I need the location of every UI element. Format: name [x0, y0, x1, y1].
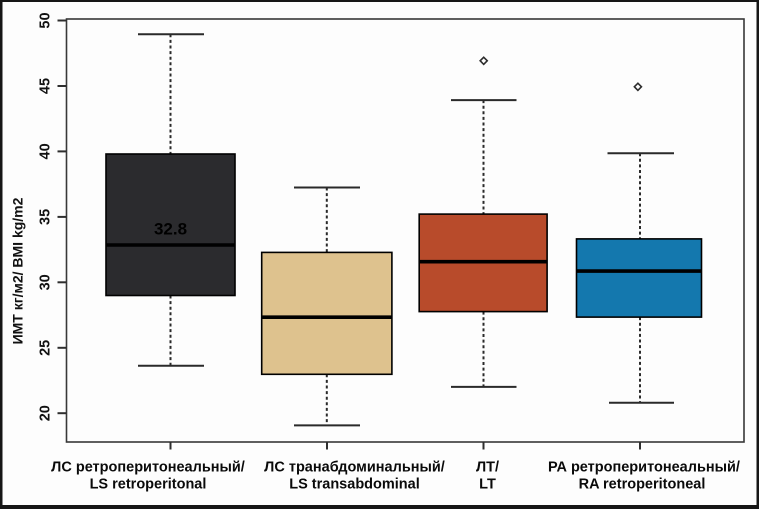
- svg-text:ЛС ретроперитонеальный/: ЛС ретроперитонеальный/: [51, 460, 245, 476]
- svg-text:LS retroperitonal: LS retroperitonal: [90, 477, 207, 493]
- svg-text:ЛС транабдоминальный/: ЛС транабдоминальный/: [264, 460, 445, 476]
- svg-text:ЛТ/: ЛТ/: [476, 460, 499, 476]
- svg-text:LS transabdominal: LS transabdominal: [289, 477, 420, 493]
- svg-text:45: 45: [38, 78, 54, 94]
- svg-text:RA retroperitoneal: RA retroperitoneal: [579, 477, 706, 493]
- svg-text:32.8: 32.8: [154, 220, 187, 239]
- svg-text:ИМТ кг/м2/ BMI kg/m2: ИМТ кг/м2/ BMI kg/m2: [10, 197, 26, 344]
- svg-text:РА ретроперитонеальный/: РА ретроперитонеальный/: [548, 460, 740, 476]
- svg-text:LT: LT: [479, 477, 496, 493]
- svg-text:25: 25: [38, 340, 54, 356]
- svg-text:35: 35: [38, 209, 54, 225]
- svg-text:50: 50: [38, 12, 54, 28]
- svg-text:30: 30: [38, 274, 54, 290]
- svg-text:20: 20: [38, 405, 54, 421]
- svg-text:40: 40: [38, 143, 54, 159]
